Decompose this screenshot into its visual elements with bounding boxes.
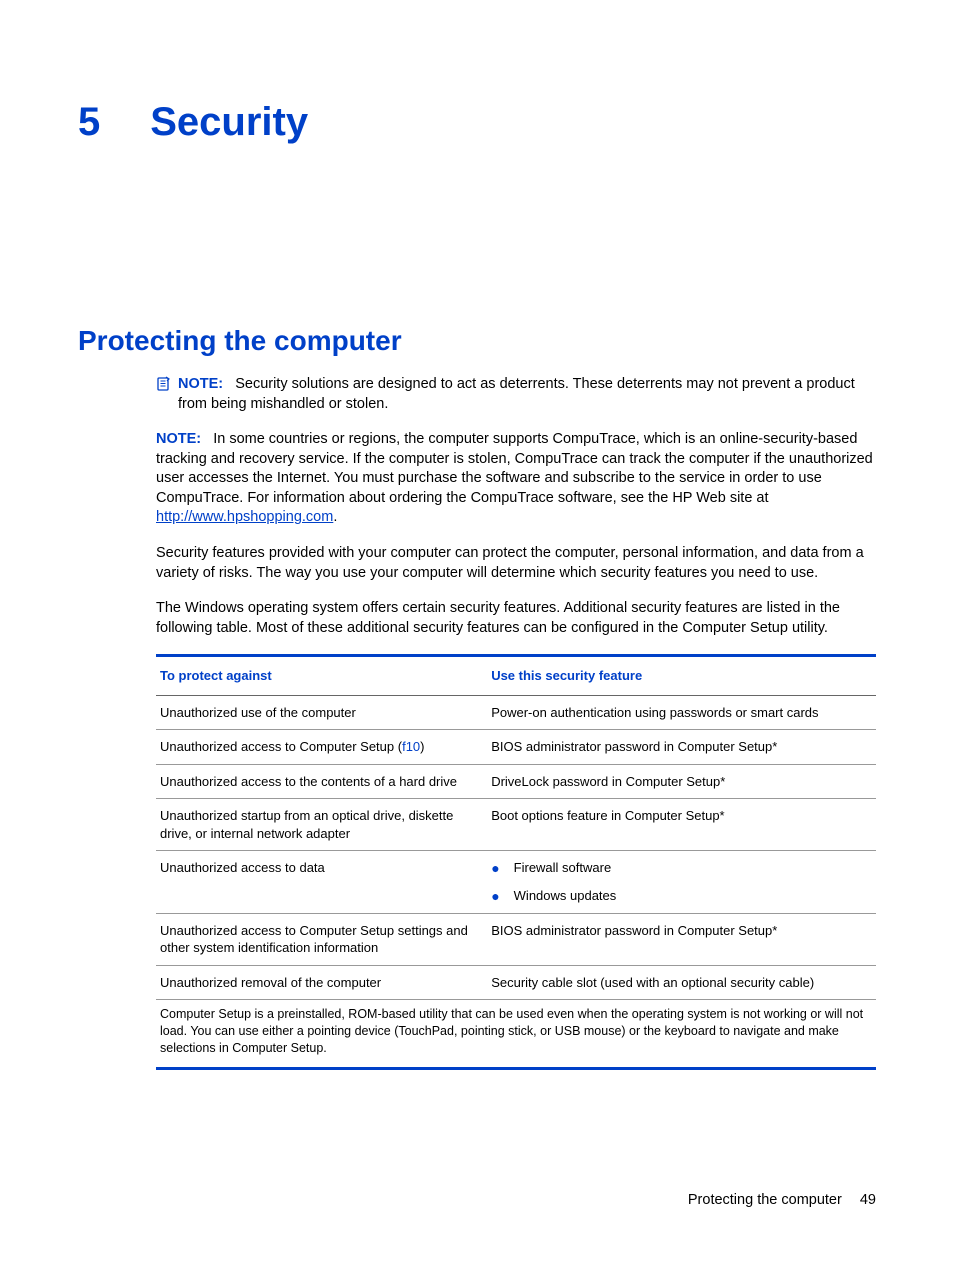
table-row: Unauthorized access to data ●Firewall so… — [156, 851, 876, 913]
page-footer: Protecting the computer 49 — [688, 1192, 876, 1208]
section-title: Protecting the computer — [78, 325, 876, 357]
bullet-icon: ● — [491, 889, 499, 903]
table-footer-text: Computer Setup is a preinstalled, ROM-ba… — [156, 1000, 876, 1069]
table-footer-row: Computer Setup is a preinstalled, ROM-ba… — [156, 1000, 876, 1069]
cell-feature: Boot options feature in Computer Setup* — [487, 799, 876, 851]
chapter-number: 5 — [78, 100, 100, 145]
footer-section: Protecting the computer — [688, 1192, 842, 1208]
note-text-1: NOTE: Security solutions are designed to… — [178, 375, 876, 414]
note-body-2-post: . — [333, 509, 337, 525]
note-block-1: NOTE: Security solutions are designed to… — [156, 375, 876, 414]
cell-feature: DriveLock password in Computer Setup* — [487, 764, 876, 799]
list-item: ●Firewall software — [491, 859, 872, 877]
f10-key: f10 — [402, 739, 420, 754]
content-block: NOTE: Security solutions are designed to… — [156, 375, 876, 1070]
page-number: 49 — [860, 1192, 876, 1208]
document-page: 5 Security Protecting the computer NOTE: — [0, 0, 954, 1270]
table-row: Unauthorized removal of the computer Sec… — [156, 965, 876, 1000]
cell-threat: Unauthorized access to Computer Setup se… — [156, 913, 487, 965]
note-label: NOTE: — [178, 376, 223, 392]
cell-threat: Unauthorized removal of the computer — [156, 965, 487, 1000]
table-row: Unauthorized access to Computer Setup (f… — [156, 730, 876, 765]
cell-threat: Unauthorized access to the contents of a… — [156, 764, 487, 799]
cell-threat: Unauthorized access to Computer Setup (f… — [156, 730, 487, 765]
cell-feature: Power-on authentication using passwords … — [487, 695, 876, 730]
note-label: NOTE: — [156, 431, 201, 447]
cell-feature: Security cable slot (used with an option… — [487, 965, 876, 1000]
note-block-2: NOTE: In some countries or regions, the … — [156, 430, 876, 528]
table-row: Unauthorized access to the contents of a… — [156, 764, 876, 799]
paragraph-1: Security features provided with your com… — [156, 544, 876, 583]
cell-feature: BIOS administrator password in Computer … — [487, 730, 876, 765]
table-header-left: To protect against — [156, 656, 487, 696]
table-row: Unauthorized access to Computer Setup se… — [156, 913, 876, 965]
chapter-title: Security — [150, 100, 308, 145]
bullet-icon: ● — [491, 861, 499, 875]
chapter-header: 5 Security — [78, 100, 876, 145]
note-body-1: Security solutions are designed to act a… — [178, 376, 855, 412]
table-row: Unauthorized startup from an optical dri… — [156, 799, 876, 851]
cell-feature: ●Firewall software ●Windows updates — [487, 851, 876, 913]
note-icon — [156, 376, 172, 399]
paragraph-2: The Windows operating system offers cert… — [156, 599, 876, 638]
table-header-right: Use this security feature — [487, 656, 876, 696]
table-row: Unauthorized use of the computer Power-o… — [156, 695, 876, 730]
cell-threat: Unauthorized startup from an optical dri… — [156, 799, 487, 851]
list-item: ●Windows updates — [491, 887, 872, 905]
cell-threat: Unauthorized access to data — [156, 851, 487, 913]
note-body-2-pre: In some countries or regions, the comput… — [156, 431, 873, 506]
cell-threat: Unauthorized use of the computer — [156, 695, 487, 730]
security-table: To protect against Use this security fea… — [156, 654, 876, 1070]
hp-shopping-link[interactable]: http://www.hpshopping.com — [156, 509, 333, 525]
cell-feature: BIOS administrator password in Computer … — [487, 913, 876, 965]
feature-bullet-list: ●Firewall software ●Windows updates — [491, 859, 872, 904]
